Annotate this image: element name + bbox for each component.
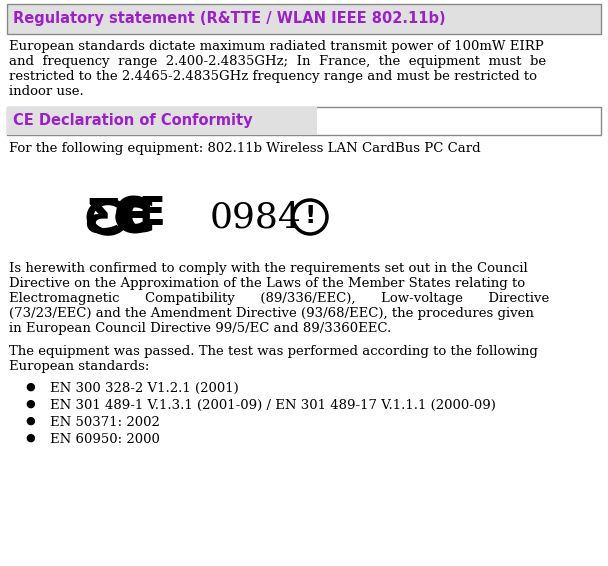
Text: indoor use.: indoor use. bbox=[9, 85, 84, 98]
Text: ƸЄ: ƸЄ bbox=[85, 197, 156, 242]
Text: ●: ● bbox=[25, 382, 35, 392]
Text: For the following equipment: 802.11b Wireless LAN CardBus PC Card: For the following equipment: 802.11b Wir… bbox=[9, 142, 481, 155]
Text: European standards dictate maximum radiated transmit power of 100mW EIRP: European standards dictate maximum radia… bbox=[9, 40, 544, 53]
Text: EN 300 328-2 V1.2.1 (2001): EN 300 328-2 V1.2.1 (2001) bbox=[50, 382, 239, 395]
Text: Electromagnetic      Compatibility      (89/336/EEC),      Low-voltage      Dire: Electromagnetic Compatibility (89/336/EE… bbox=[9, 292, 549, 305]
Bar bbox=[7, 107, 601, 135]
Text: EN 60950: 2000: EN 60950: 2000 bbox=[50, 433, 160, 446]
Text: Regulatory statement (R&TTE / WLAN IEEE 802.11b): Regulatory statement (R&TTE / WLAN IEEE … bbox=[13, 11, 446, 27]
Text: !: ! bbox=[305, 204, 316, 228]
Text: 0984: 0984 bbox=[210, 200, 302, 234]
Text: CE Declaration of Conformity: CE Declaration of Conformity bbox=[13, 114, 253, 128]
Text: European standards:: European standards: bbox=[9, 360, 150, 373]
Text: (73/23/EEC) and the Amendment Directive (93/68/EEC), the procedures given: (73/23/EEC) and the Amendment Directive … bbox=[9, 307, 534, 320]
Text: EN 50371: 2002: EN 50371: 2002 bbox=[50, 416, 160, 429]
Text: C: C bbox=[114, 195, 147, 238]
Text: and  frequency  range  2.400-2.4835GHz;  In  France,  the  equipment  must  be: and frequency range 2.400-2.4835GHz; In … bbox=[9, 55, 546, 68]
Text: The equipment was passed. The test was performed according to the following: The equipment was passed. The test was p… bbox=[9, 345, 538, 358]
Bar bbox=[7, 107, 317, 135]
Text: restricted to the 2.4465-2.4835GHz frequency range and must be restricted to: restricted to the 2.4465-2.4835GHz frequ… bbox=[9, 70, 537, 83]
Text: E: E bbox=[139, 195, 165, 233]
Bar bbox=[7, 4, 601, 34]
Text: ●: ● bbox=[25, 399, 35, 409]
Text: EN 301 489-1 V.1.3.1 (2001-09) / EN 301 489-17 V.1.1.1 (2000-09): EN 301 489-1 V.1.3.1 (2001-09) / EN 301 … bbox=[50, 399, 496, 412]
Text: in European Council Directive 99/5/EC and 89/3360EEC.: in European Council Directive 99/5/EC an… bbox=[9, 322, 392, 335]
Text: Directive on the Approximation of the Laws of the Member States relating to: Directive on the Approximation of the La… bbox=[9, 277, 525, 290]
Text: ●: ● bbox=[25, 433, 35, 443]
Text: Is herewith confirmed to comply with the requirements set out in the Council: Is herewith confirmed to comply with the… bbox=[9, 262, 528, 275]
Text: ●: ● bbox=[25, 416, 35, 426]
